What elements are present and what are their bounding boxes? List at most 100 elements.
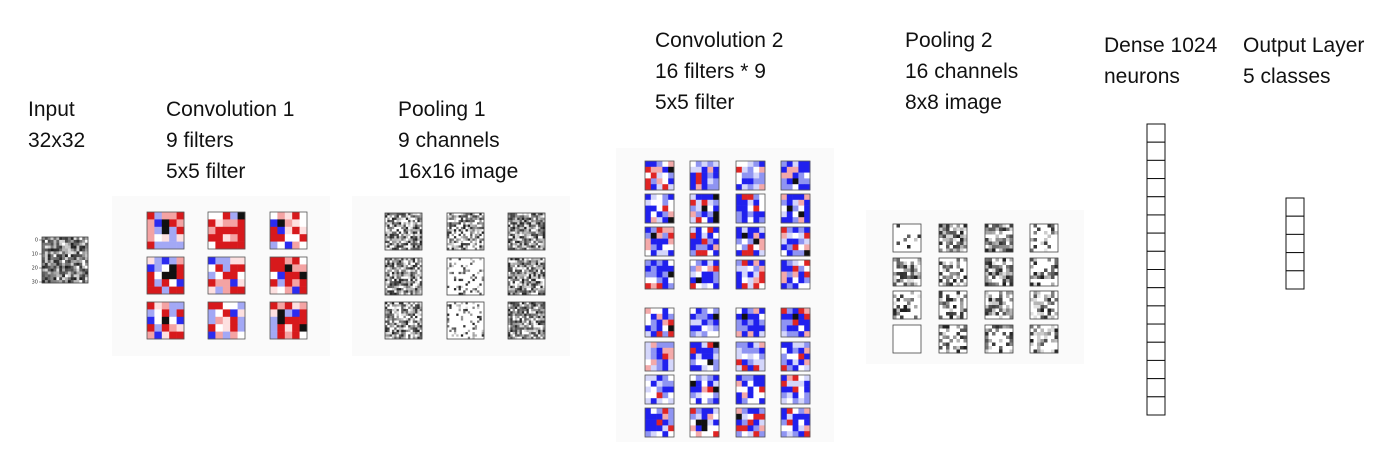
conv2-filter <box>689 407 720 438</box>
conv2-label-line2: 16 filters * 9 <box>655 60 766 83</box>
conv2-filter <box>735 407 766 438</box>
pool2-image <box>938 290 968 320</box>
pool1-image <box>384 257 423 296</box>
conv2-filter <box>644 374 675 405</box>
dense-neuron <box>1146 178 1166 198</box>
pool2-image <box>892 223 922 253</box>
dense-neuron <box>1146 123 1166 143</box>
dense-neuron <box>1146 359 1166 380</box>
conv2-filter <box>780 226 811 257</box>
pool2-image <box>938 223 968 253</box>
conv2-filter <box>644 160 675 191</box>
conv2-filter <box>735 160 766 191</box>
dense-neuron <box>1146 141 1166 161</box>
input-axis-tick: 20 <box>32 266 38 272</box>
pool1-label-line1: Pooling 1 <box>398 98 486 121</box>
pool2-label-line1: Pooling 2 <box>905 29 993 52</box>
conv2-filter <box>735 193 766 224</box>
output-neuron <box>1285 233 1305 254</box>
conv2-filter <box>644 259 675 290</box>
conv1-filter <box>207 256 246 295</box>
conv2-label-line3: 5x5 filter <box>655 91 735 114</box>
conv1-filter <box>146 256 185 295</box>
conv1-filter <box>269 301 308 340</box>
pool1-image <box>446 257 485 296</box>
dense-neuron <box>1146 214 1166 234</box>
input-label-line1: Input <box>28 98 75 121</box>
pool1-image <box>446 212 485 251</box>
conv2-filter <box>780 193 811 224</box>
pool2-image <box>938 257 968 287</box>
pool2-image <box>984 290 1014 320</box>
dense-neuron <box>1146 305 1166 325</box>
conv2-filter <box>689 160 720 191</box>
input-label: Input 32x32 <box>28 94 85 156</box>
pool2-image <box>1029 324 1059 354</box>
dense-neuron <box>1146 159 1166 180</box>
conv2-filter <box>780 374 811 405</box>
dense-neuron <box>1146 341 1166 361</box>
conv2-filter <box>644 407 675 438</box>
input-image <box>41 236 89 284</box>
dense-neuron <box>1146 287 1166 307</box>
conv2-filter <box>644 226 675 257</box>
input-axis-tick: 0 <box>35 238 38 244</box>
conv1-label-line3: 5x5 filter <box>166 160 246 183</box>
pool2-image <box>1029 290 1059 320</box>
conv2-filter <box>644 307 675 338</box>
pool1-image <box>507 301 546 340</box>
conv2-label: Convolution 2 16 filters * 9 5x5 filter <box>655 25 783 118</box>
pool1-image <box>507 257 546 296</box>
conv2-filter <box>735 374 766 405</box>
conv2-filter <box>735 307 766 338</box>
input-label-line2: 32x32 <box>28 129 86 152</box>
input-axis-tick: 10 <box>32 252 38 258</box>
pool1-label-line2: 9 channels <box>398 129 500 152</box>
output-neuron <box>1285 252 1305 272</box>
pool2-image <box>1029 257 1059 287</box>
pool1-image <box>384 301 423 340</box>
pool2-image <box>892 290 922 320</box>
conv2-filter <box>689 193 720 224</box>
pool2-image <box>892 324 922 354</box>
conv2-filter <box>735 259 766 290</box>
dense-neuron <box>1146 232 1166 252</box>
conv2-filter <box>735 341 766 372</box>
conv1-filter <box>269 256 308 295</box>
conv2-filter <box>644 341 675 372</box>
dense-label: Dense 1024 neurons <box>1104 30 1217 92</box>
pool1-image <box>507 212 546 251</box>
conv1-filter <box>207 301 246 340</box>
conv2-filter <box>689 259 720 290</box>
conv2-filter <box>780 407 811 438</box>
pool2-image <box>938 324 968 354</box>
conv2-filter <box>735 226 766 257</box>
pool1-image <box>446 301 485 340</box>
pool1-image <box>384 212 423 251</box>
dense-neuron <box>1146 269 1166 289</box>
conv2-filter <box>780 307 811 338</box>
conv2-filter <box>780 160 811 191</box>
dense-label-line2: neurons <box>1104 65 1180 88</box>
pool2-label-line3: 8x8 image <box>905 91 1002 114</box>
output-label-line2: 5 classes <box>1243 65 1331 88</box>
conv1-label-line1: Convolution 1 <box>166 98 295 121</box>
input-axis-tick: 30 <box>32 280 38 286</box>
pool2-label: Pooling 2 16 channels 8x8 image <box>905 25 1018 118</box>
dense-neuron <box>1146 323 1166 343</box>
conv1-filter <box>146 211 185 250</box>
conv2-filter <box>689 307 720 338</box>
pool2-image <box>984 257 1014 287</box>
conv1-label: Convolution 1 9 filters 5x5 filter <box>166 94 294 187</box>
conv2-filter <box>644 193 675 224</box>
conv1-label-line2: 9 filters <box>166 129 234 152</box>
conv1-filter <box>269 211 308 250</box>
conv2-filter <box>780 341 811 372</box>
conv1-filter <box>207 211 246 250</box>
pool2-image <box>984 324 1014 354</box>
pool1-label-line3: 16x16 image <box>398 160 519 183</box>
pool2-image <box>892 257 922 287</box>
pool2-image <box>984 223 1014 253</box>
conv2-label-line1: Convolution 2 <box>655 29 784 52</box>
